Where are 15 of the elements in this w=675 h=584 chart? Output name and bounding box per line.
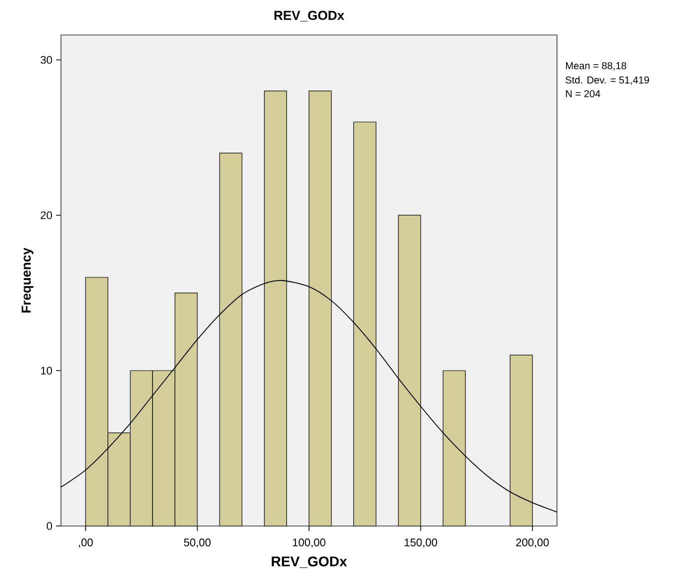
y-tick-label: 30 <box>40 56 52 64</box>
chart-title: REV_GODx <box>274 10 344 22</box>
y-tick-label: 10 <box>41 366 52 375</box>
x-tick-label: 100,00 <box>293 538 326 548</box>
y-tick-label: 20 <box>40 211 52 220</box>
x-tick-label: 200,00 <box>516 538 549 548</box>
y-axis-title: Frequency <box>22 248 34 313</box>
y-tick-label: 0 <box>46 522 52 530</box>
text: N = 204 <box>566 90 600 98</box>
x-axis-title: REV_GODx <box>272 556 348 568</box>
text: Mean = 88,18 <box>566 62 626 70</box>
x-tick-label: ,00 <box>78 538 93 548</box>
text: Std. Dev. = 51,419 <box>566 76 649 85</box>
x-tick-label: 150,00 <box>404 538 438 548</box>
x-tick-label: 50,00 <box>184 538 211 548</box>
